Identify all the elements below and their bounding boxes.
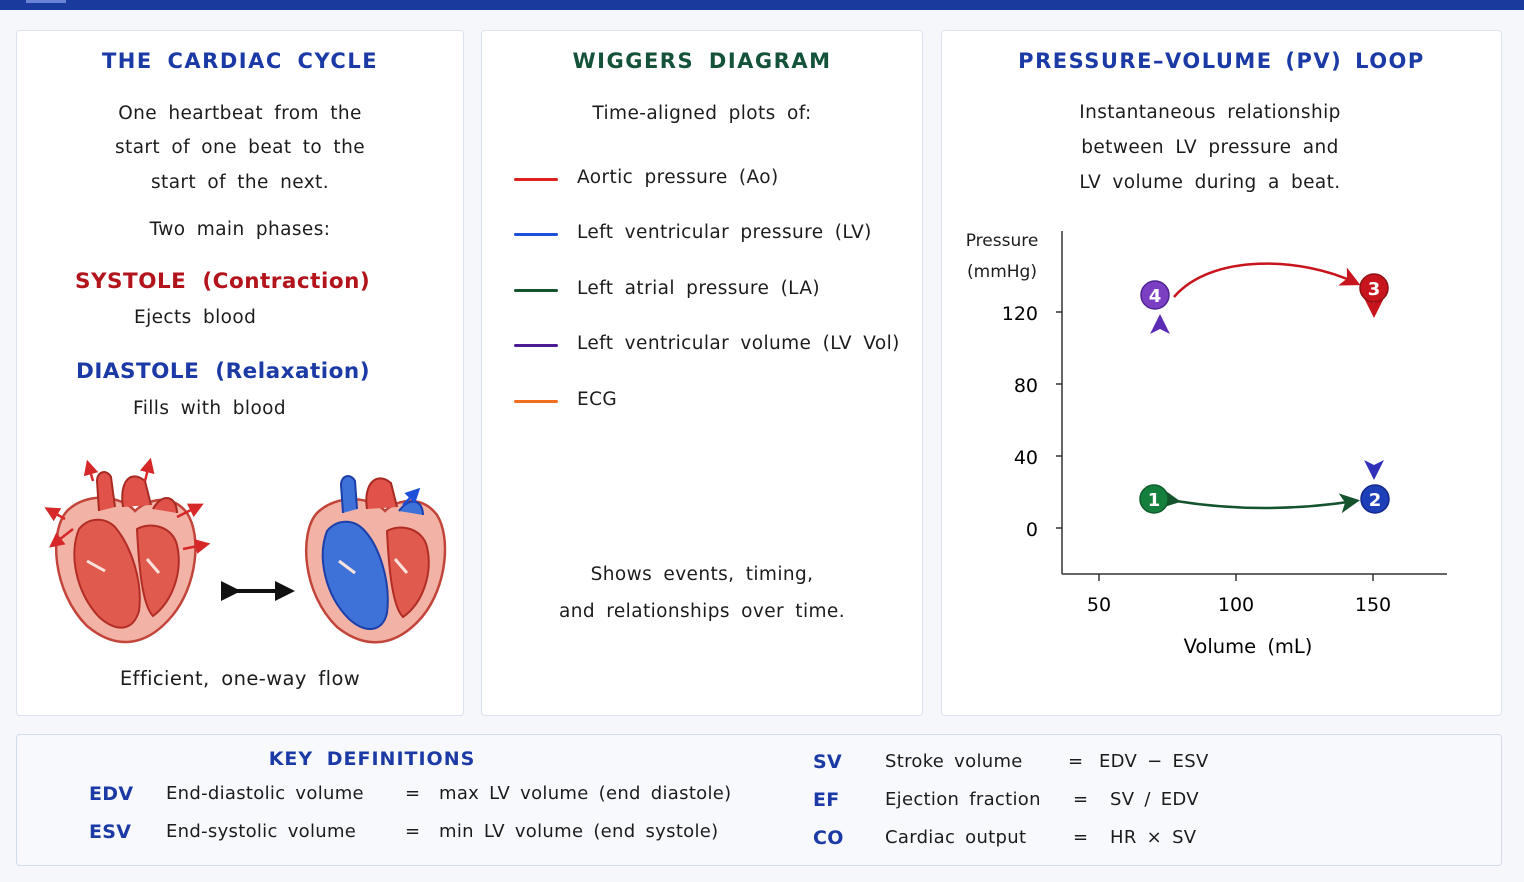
heart-illustrations	[44, 457, 447, 644]
def-esv-abbr: ESV	[89, 821, 132, 843]
legend-line-ecg	[514, 400, 558, 403]
phases-intro: Two main phases:	[149, 219, 331, 240]
pv-ylabel-line1: Pressure	[966, 231, 1039, 251]
pv-filling-arrow	[1159, 488, 1360, 514]
svg-text:3: 3	[1368, 279, 1381, 300]
diastole-label: DIASTOLE (Relaxation)	[76, 359, 371, 384]
cycle-description-line1: One heartbeat from the	[118, 103, 362, 124]
def-co-name: Cardiac output	[885, 827, 1027, 848]
def-edv-abbr: EDV	[89, 783, 134, 805]
legend-label-la: Left atrial pressure (LA)	[577, 278, 820, 299]
def-esv-eq: =	[405, 821, 421, 842]
svg-text:4: 4	[1149, 286, 1162, 307]
legend-label-lv: Left ventricular pressure (LV)	[577, 222, 872, 243]
systole-label: SYSTOLE (Contraction)	[75, 269, 371, 294]
legend-label-aortic: Aortic pressure (Ao)	[577, 167, 779, 188]
diastole-heart-icon	[304, 475, 447, 644]
pv-ytick-0: 0	[1026, 519, 1038, 541]
svg-text:1: 1	[1148, 490, 1161, 511]
legend-line-lv-vol	[514, 344, 558, 347]
def-sv-eq: =	[1068, 751, 1084, 772]
def-sv-value: EDV − ESV	[1099, 751, 1209, 772]
def-esv-value: min LV volume (end systole)	[439, 821, 719, 842]
def-edv-name: End-diastolic volume	[166, 783, 364, 804]
flow-caption: Efficient, one-way flow	[119, 667, 361, 690]
def-ef-value: SV / EDV	[1110, 789, 1199, 810]
pv-xtick-150: 150	[1355, 594, 1391, 616]
cardiac-cycle-title: THE CARDIAC CYCLE	[101, 49, 379, 73]
legend-label-lv-vol: Left ventricular volume (LV Vol)	[577, 333, 900, 354]
legend-line-lv	[514, 233, 558, 236]
def-ef-abbr: EF	[813, 789, 840, 811]
pv-point-1: 1	[1139, 484, 1169, 514]
systole-description: Ejects blood	[134, 307, 257, 328]
pv-ytick-120: 120	[1002, 303, 1038, 325]
pv-description-line2: between LV pressure and	[1081, 137, 1339, 158]
legend-line-aortic	[514, 178, 558, 181]
diastole-description: Fills with blood	[133, 398, 287, 419]
key-definitions-title: KEY DEFINITIONS	[268, 748, 476, 770]
pv-xtick-100: 100	[1218, 594, 1254, 616]
wiggers-title: WIGGERS DIAGRAM	[572, 49, 832, 73]
header-tab-indicator	[26, 0, 66, 3]
systole-heart-icon	[44, 457, 211, 644]
pv-ylabel-line2: (mmHg)	[967, 262, 1037, 282]
def-sv-abbr: SV	[813, 751, 842, 773]
def-co-eq: =	[1073, 827, 1089, 848]
svg-text:2: 2	[1369, 490, 1382, 511]
wiggers-footer-line2: and relationships over time.	[559, 601, 845, 622]
legend-label-ecg: ECG	[577, 389, 618, 410]
def-ef-eq: =	[1073, 789, 1089, 810]
pv-ytick-40: 40	[1014, 447, 1038, 469]
pv-point-3: 3	[1359, 273, 1389, 303]
wiggers-intro: Time-aligned plots of:	[592, 103, 812, 124]
def-co-abbr: CO	[813, 827, 844, 849]
pv-xlabel: Volume (mL)	[1184, 635, 1313, 658]
def-esv-name: End-systolic volume	[166, 821, 357, 842]
pv-point-4: 4	[1140, 280, 1170, 310]
pv-loop-chart: Pressure (mmHg) 0 40 80 120 50 100 150 V…	[966, 231, 1447, 658]
wiggers-footer-line1: Shows events, timing,	[590, 564, 814, 585]
def-edv-value: max LV volume (end diastole)	[439, 783, 732, 804]
pv-ytick-80: 80	[1014, 375, 1038, 397]
cardiac-cycle-panel: THE CARDIAC CYCLE One heartbeat from the…	[16, 30, 464, 716]
pv-y-ticks: 0 40 80 120	[1002, 303, 1062, 541]
pv-description-line3: LV volume during a beat.	[1079, 172, 1341, 193]
cycle-description-line3: start of the next.	[151, 172, 329, 193]
def-ef-name: Ejection fraction	[885, 789, 1041, 810]
pv-x-ticks: 50 100 150	[1087, 574, 1391, 616]
pv-description-line1: Instantaneous relationship	[1079, 102, 1341, 123]
pv-ejection-arrow	[1173, 262, 1361, 298]
pv-loop-title: PRESSURE–VOLUME (PV) LOOP	[1018, 49, 1425, 73]
pv-xtick-50: 50	[1087, 594, 1111, 616]
wiggers-diagram-panel: WIGGERS DIAGRAM Time-aligned plots of: A…	[481, 30, 923, 716]
def-sv-name: Stroke volume	[885, 751, 1023, 772]
key-definitions-panel: KEY DEFINITIONS EDV End-diastolic volume…	[16, 734, 1502, 866]
pv-point-2: 2	[1360, 484, 1390, 514]
legend-line-la	[514, 289, 558, 292]
def-edv-eq: =	[405, 783, 421, 804]
top-header-bar	[0, 0, 1524, 10]
pv-loop-panel: PRESSURE–VOLUME (PV) LOOP Instantaneous …	[941, 30, 1502, 716]
cycle-description-line2: start of one beat to the	[115, 137, 365, 158]
def-co-value: HR × SV	[1110, 827, 1197, 848]
